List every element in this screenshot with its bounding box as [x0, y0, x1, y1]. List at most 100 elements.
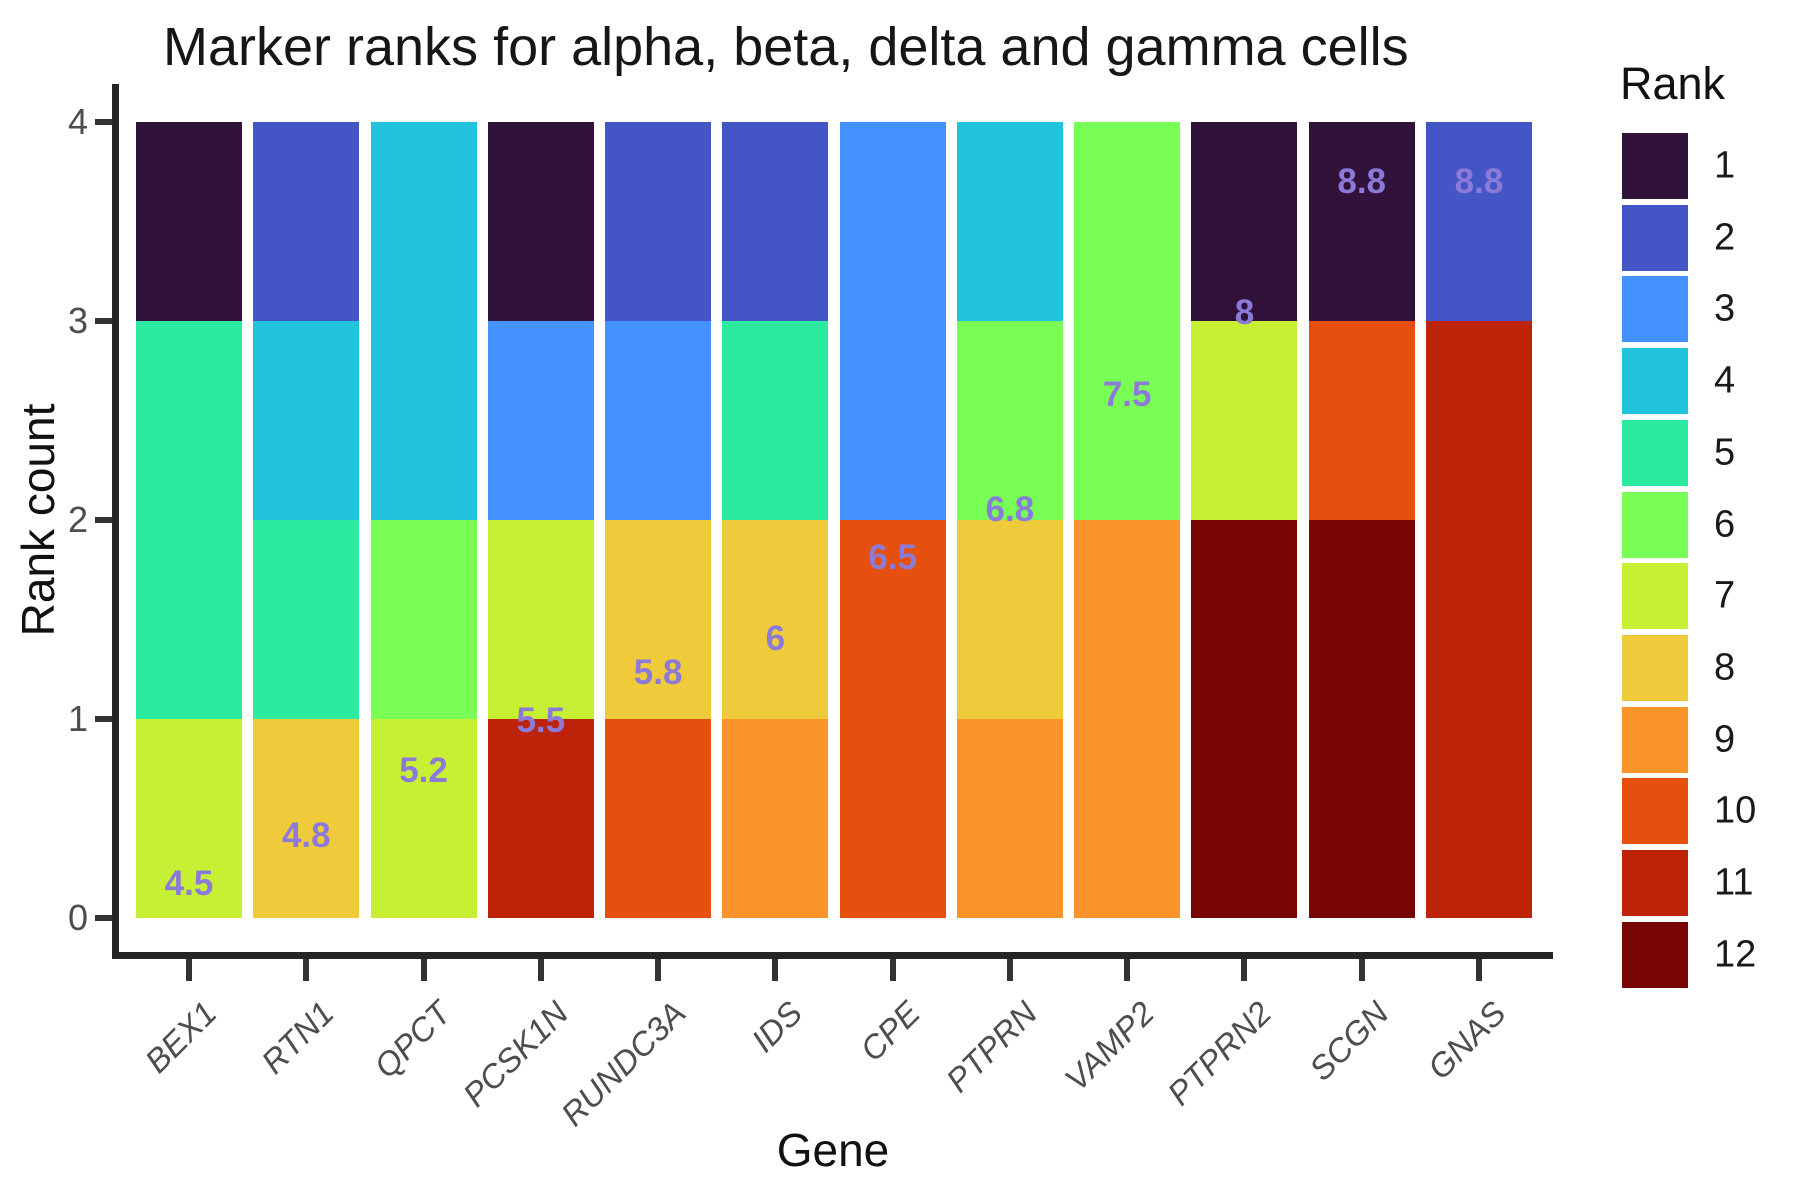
legend-label-rank-5: 5 — [1714, 431, 1736, 474]
bar-segment-PTPRN-rank-4 — [956, 122, 1063, 321]
mean-rank-label-RUNDC3A: 5.8 — [633, 653, 683, 693]
bar-segment-VAMP2-rank-9 — [1074, 520, 1181, 918]
bar-segment-IDS-rank-9 — [722, 719, 829, 918]
x-tick-mark-IDS — [772, 959, 779, 981]
x-tick-label-PTPRN2: PTPRN2 — [1160, 994, 1279, 1113]
x-tick-label-SCGN: SCGN — [1302, 994, 1396, 1088]
y-tick-label-1: 1 — [67, 698, 88, 739]
x-tick-mark-RUNDC3A — [655, 959, 662, 981]
legend-key-rank-11 — [1622, 850, 1688, 916]
bar-segment-RUNDC3A-rank-8 — [605, 520, 712, 719]
bar-segment-PCSK1N-rank-3 — [487, 321, 594, 520]
bar-segment-PTPRN-rank-6 — [956, 321, 1063, 520]
legend-label-rank-7: 7 — [1714, 574, 1736, 617]
x-tick-mark-SCGN — [1358, 959, 1365, 981]
bar-segment-QPCT-rank-6 — [370, 520, 477, 719]
mean-rank-label-QPCT: 5.2 — [399, 750, 448, 790]
legend-key-rank-9 — [1622, 706, 1688, 773]
bar-segment-BEX1-rank-7 — [136, 719, 242, 918]
x-tick-label-GNAS: GNAS — [1420, 994, 1514, 1087]
mean-rank-label-BEX1: 4.5 — [164, 864, 214, 904]
legend-title: Rank — [1620, 58, 1726, 109]
x-tick-label-CPE: CPE — [852, 994, 927, 1069]
bar-segment-PTPRN2-rank-1 — [1191, 122, 1298, 321]
x-tick-mark-PCSK1N — [537, 959, 544, 981]
mean-rank-label-RTN1: 4.8 — [281, 816, 331, 856]
x-tick-mark-BEX1 — [186, 959, 192, 981]
legend-key-rank-5 — [1622, 419, 1688, 486]
bar-segment-BEX1-rank-1 — [136, 122, 242, 321]
bar-segment-IDS-rank-2 — [722, 122, 829, 321]
x-tick-label-PTPRN: PTPRN — [938, 994, 1045, 1100]
bar-segment-IDS-rank-5 — [722, 321, 829, 520]
bar-segment-CPE-rank-10 — [839, 520, 946, 918]
bar-segment-RUNDC3A-rank-10 — [605, 719, 712, 918]
y-tick-label-3: 3 — [67, 300, 88, 341]
bar-segment-PCSK1N-rank-7 — [487, 520, 594, 719]
mean-rank-label-CPE: 6.5 — [868, 537, 917, 577]
y-tick-label-4: 4 — [67, 101, 88, 142]
y-tick-label-0: 0 — [67, 897, 88, 938]
mean-rank-label-VAMP2: 7.5 — [1102, 374, 1152, 414]
chart-title: Marker ranks for alpha, beta, delta and … — [163, 17, 1409, 77]
x-tick-mark-GNAS — [1475, 959, 1482, 981]
legend-key-rank-10 — [1622, 778, 1688, 845]
mean-rank-label-PTPRN2: 8 — [1234, 293, 1255, 333]
legend-key-rank-1 — [1622, 133, 1688, 199]
bar-segment-PCSK1N-rank-1 — [487, 122, 594, 321]
y-tick-label-2: 2 — [67, 499, 88, 540]
bar-segment-RTN1-rank-5 — [253, 520, 360, 719]
legend-label-rank-9: 9 — [1714, 718, 1736, 761]
x-tick-mark-RTN1 — [303, 959, 310, 981]
legend-label-rank-12: 12 — [1714, 933, 1757, 976]
bar-segment-GNAS-rank-11 — [1425, 321, 1532, 918]
bar-segment-VAMP2-rank-6 — [1074, 122, 1181, 520]
legend-label-rank-1: 1 — [1714, 144, 1736, 187]
x-tick-label-BEX1: BEX1 — [137, 994, 224, 1080]
x-tick-label-RTN1: RTN1 — [253, 994, 341, 1081]
y-axis-line — [112, 84, 119, 959]
legend-key-rank-8 — [1622, 634, 1688, 701]
x-axis-line — [112, 952, 1553, 959]
bar-segment-PTPRN2-rank-12 — [1191, 520, 1298, 918]
x-tick-mark-PTPRN — [1006, 959, 1013, 981]
y-tick-mark-1 — [95, 716, 112, 722]
legend-label-rank-2: 2 — [1714, 216, 1736, 259]
bar-segment-SCGN-rank-1 — [1308, 122, 1415, 321]
legend-label-rank-10: 10 — [1714, 789, 1757, 832]
x-tick-label-PCSK1N: PCSK1N — [455, 994, 575, 1114]
mean-rank-label-PTPRN: 6.8 — [985, 490, 1035, 530]
x-tick-label-VAMP2: VAMP2 — [1057, 994, 1162, 1098]
legend-key-rank-3 — [1622, 276, 1688, 343]
legend-label-rank-4: 4 — [1714, 359, 1736, 402]
bar-segment-CPE-rank-3 — [839, 122, 946, 520]
legend-key-rank-6 — [1622, 491, 1688, 558]
y-tick-mark-2 — [95, 517, 112, 523]
legend-key-rank-7 — [1622, 563, 1688, 630]
legend-label-rank-6: 6 — [1714, 503, 1736, 545]
x-axis-title: Gene — [776, 1124, 890, 1176]
y-tick-mark-4 — [95, 119, 112, 125]
mean-rank-label-SCGN: 8.8 — [1337, 161, 1387, 201]
bar-segment-BEX1-rank-5 — [136, 321, 242, 719]
legend-label-rank-11: 11 — [1714, 861, 1754, 904]
bar-segment-RTN1-rank-8 — [253, 719, 360, 918]
x-tick-mark-VAMP2 — [1124, 959, 1131, 981]
bar-segment-PCSK1N-rank-11 — [487, 719, 594, 918]
mean-rank-label-PCSK1N: 5.5 — [516, 700, 566, 740]
bar-segment-QPCT-rank-7 — [370, 719, 477, 918]
mean-rank-label-IDS: 6 — [765, 619, 786, 659]
y-tick-mark-3 — [95, 318, 112, 324]
bar-segment-SCGN-rank-12 — [1308, 520, 1415, 918]
bar-segment-GNAS-rank-2 — [1425, 122, 1532, 321]
bar-segment-RUNDC3A-rank-3 — [605, 321, 712, 520]
legend-label-rank-3: 3 — [1714, 287, 1736, 330]
x-tick-mark-PTPRN2 — [1241, 959, 1248, 981]
legend-key-rank-4 — [1622, 348, 1688, 415]
legend-key-rank-2 — [1622, 204, 1688, 271]
bar-segment-QPCT-rank-4 — [370, 122, 477, 520]
bar-segment-RTN1-rank-4 — [253, 321, 360, 520]
bar-segment-PTPRN-rank-9 — [956, 719, 1063, 918]
bar-segment-PTPRN-rank-8 — [956, 520, 1063, 719]
